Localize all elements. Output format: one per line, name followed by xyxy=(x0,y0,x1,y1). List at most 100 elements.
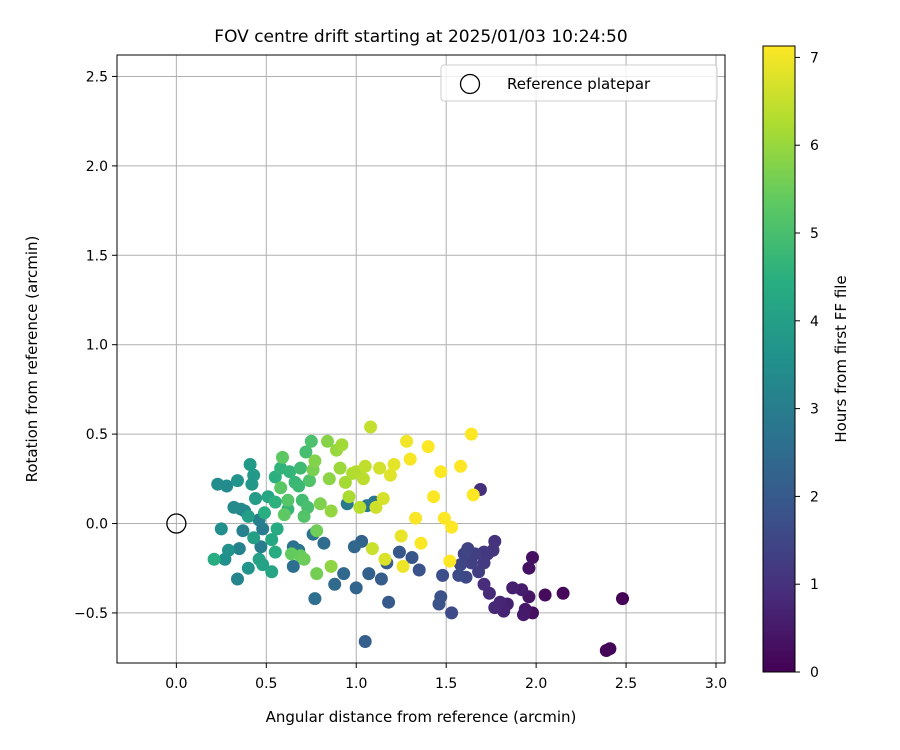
data-point xyxy=(383,468,397,482)
chart-title: FOV centre drift starting at 2025/01/03 … xyxy=(214,27,627,47)
data-point xyxy=(268,545,282,559)
reference-platepar-marker xyxy=(166,513,187,534)
data-point xyxy=(464,556,478,570)
data-point xyxy=(364,420,378,434)
data-point xyxy=(294,461,307,475)
data-point xyxy=(362,567,376,581)
data-point xyxy=(247,468,261,482)
data-point xyxy=(400,434,414,448)
data-point xyxy=(281,493,295,507)
data-point xyxy=(472,565,486,579)
data-point xyxy=(454,459,468,473)
data-point xyxy=(396,559,410,573)
data-point xyxy=(409,511,423,525)
data-point xyxy=(277,508,291,522)
data-point xyxy=(243,458,257,471)
data-point xyxy=(373,461,387,475)
plot-frame xyxy=(116,54,726,664)
data-point xyxy=(437,511,451,525)
y-tick-label: 1.0 xyxy=(86,338,108,354)
data-point xyxy=(432,597,446,611)
data-point xyxy=(353,500,367,514)
data-point xyxy=(616,592,629,606)
data-point xyxy=(436,568,450,582)
data-point xyxy=(297,509,311,523)
data-point xyxy=(445,606,459,620)
data-point xyxy=(403,452,417,466)
x-tick-label: 0.5 xyxy=(255,676,277,692)
data-point xyxy=(333,461,347,475)
data-point xyxy=(457,547,471,561)
data-point xyxy=(256,558,270,572)
x-axis-title: Angular distance from reference (arcmin) xyxy=(266,708,577,726)
data-point xyxy=(310,567,324,581)
data-point xyxy=(443,554,457,568)
data-point xyxy=(342,490,356,504)
data-point xyxy=(276,450,289,464)
data-point xyxy=(556,586,570,600)
y-axis: −0.5 0.0 0.5 1.0 1.5 2.0 2.5 xyxy=(74,69,117,622)
x-tick-label: 1.5 xyxy=(435,676,457,692)
colorbar-gradient xyxy=(762,45,796,673)
data-point xyxy=(324,504,338,518)
legend: Reference platepar xyxy=(440,64,718,102)
data-point xyxy=(236,524,250,538)
data-point xyxy=(299,445,313,459)
data-point xyxy=(378,552,392,566)
colorbar-ticks: 0 1 2 3 4 5 6 7 xyxy=(795,50,819,681)
data-point xyxy=(265,565,279,579)
data-point xyxy=(506,581,520,595)
data-point xyxy=(308,454,322,468)
data-point xyxy=(232,542,246,556)
data-point xyxy=(452,568,466,582)
data-point xyxy=(303,474,316,488)
data-point xyxy=(247,531,261,545)
data-point xyxy=(421,440,435,454)
data-point xyxy=(324,559,338,573)
data-point xyxy=(211,477,225,491)
data-point xyxy=(522,561,536,575)
colorbar-tick-label: 0 xyxy=(810,665,819,681)
data-point xyxy=(274,481,288,495)
data-point xyxy=(445,520,459,534)
data-point xyxy=(356,472,370,486)
data-point xyxy=(347,540,361,554)
data-point xyxy=(488,601,502,615)
data-point xyxy=(214,522,228,536)
data-point xyxy=(454,558,468,572)
data-point xyxy=(304,434,318,448)
colorbar-tick-label: 7 xyxy=(810,50,819,66)
colorbar-tick-label: 1 xyxy=(810,577,819,593)
data-point xyxy=(365,542,379,556)
x-tick-label: 3.0 xyxy=(705,676,727,692)
data-point xyxy=(313,497,327,511)
y-tick-label: 0.0 xyxy=(86,517,108,533)
data-point xyxy=(358,459,372,473)
data-point xyxy=(599,644,613,657)
data-point xyxy=(477,577,491,591)
data-point xyxy=(434,465,448,479)
data-point xyxy=(270,522,284,536)
colorbar-tick-label: 4 xyxy=(810,314,819,330)
x-tick-label: 0.0 xyxy=(165,676,187,692)
data-point xyxy=(412,563,426,577)
data-point xyxy=(241,509,255,523)
y-tick-label: −0.5 xyxy=(74,606,108,622)
colorbar-tick-label: 5 xyxy=(810,226,819,242)
data-point xyxy=(231,572,244,586)
colorbar-tick-label: 6 xyxy=(810,138,819,154)
data-point xyxy=(310,524,324,538)
data-point xyxy=(358,635,372,648)
data-point xyxy=(464,427,478,441)
data-point xyxy=(538,588,552,602)
x-tick-label: 1.0 xyxy=(345,676,367,692)
data-point xyxy=(517,608,530,622)
data-point xyxy=(283,465,297,479)
x-axis: 0.0 0.5 1.0 1.5 2.0 2.5 3.0 xyxy=(165,663,727,692)
data-point xyxy=(249,492,262,505)
data-point xyxy=(382,595,396,609)
data-point xyxy=(376,492,390,505)
data-point xyxy=(292,479,306,493)
data-point xyxy=(207,552,221,566)
